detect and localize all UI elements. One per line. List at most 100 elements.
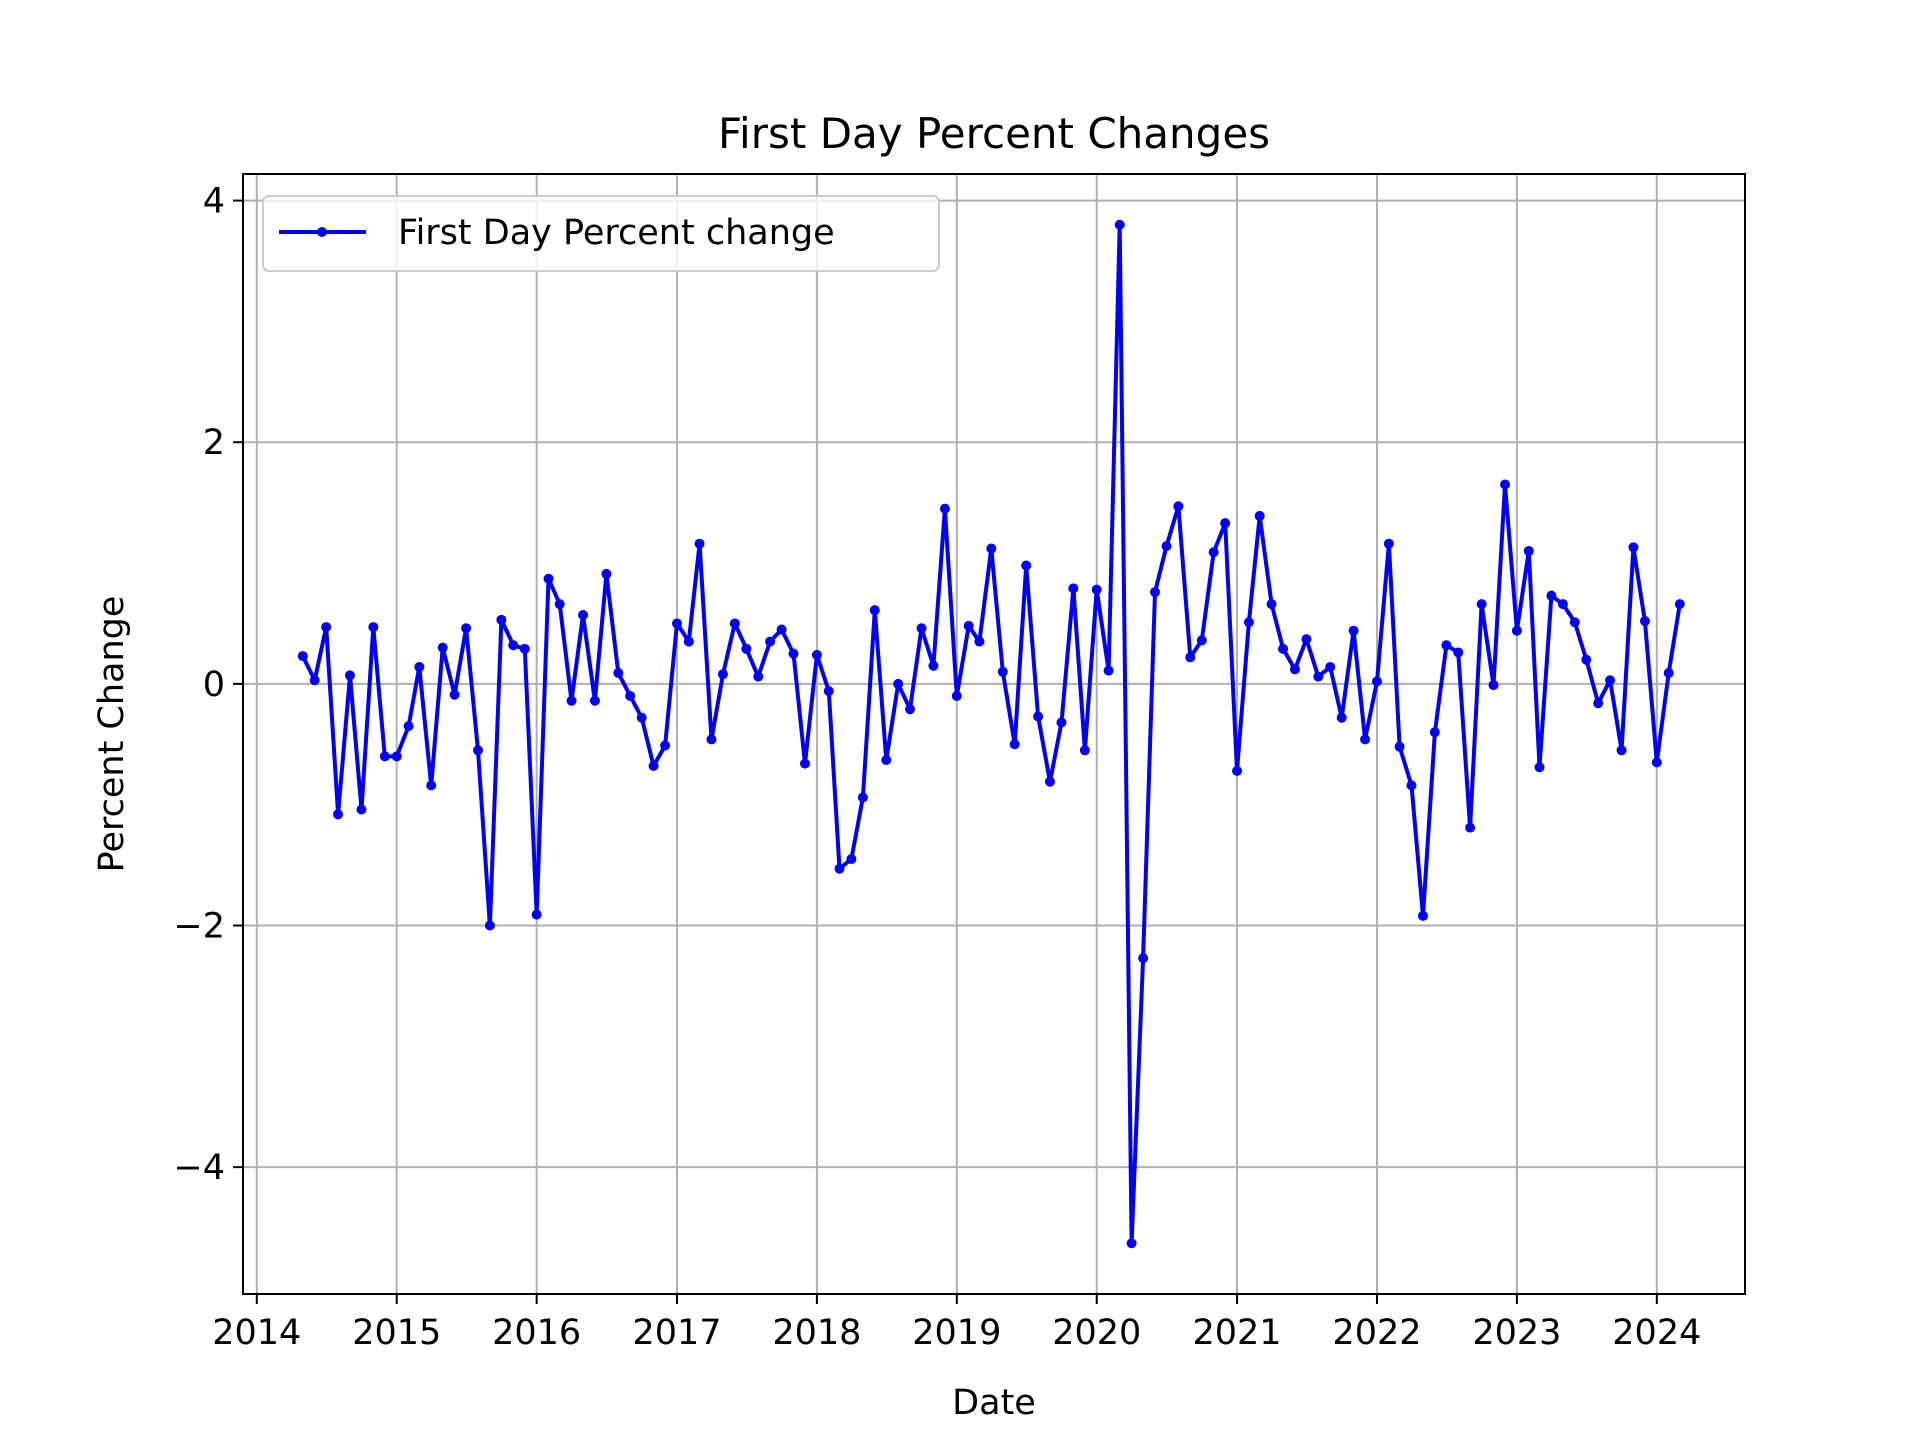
data-point bbox=[776, 624, 787, 635]
data-point bbox=[613, 667, 624, 678]
data-point bbox=[1161, 541, 1172, 552]
data-point bbox=[916, 623, 927, 634]
data-point bbox=[765, 636, 776, 647]
data-point bbox=[683, 636, 694, 647]
data-point bbox=[1278, 643, 1289, 654]
x-tick-label: 2024 bbox=[1612, 1313, 1701, 1353]
data-point bbox=[344, 670, 355, 681]
data-point bbox=[601, 568, 612, 579]
data-point bbox=[997, 666, 1008, 677]
y-tick-label: 2 bbox=[203, 423, 225, 463]
data-point bbox=[519, 643, 530, 654]
data-point bbox=[1406, 780, 1417, 791]
data-point bbox=[1325, 661, 1336, 672]
data-point bbox=[811, 649, 822, 660]
data-point bbox=[928, 660, 939, 671]
data-point bbox=[636, 712, 647, 723]
data-point bbox=[869, 605, 880, 616]
data-point bbox=[1511, 625, 1522, 636]
data-point bbox=[1639, 616, 1650, 627]
data-point bbox=[1103, 665, 1114, 676]
data-point bbox=[717, 669, 728, 680]
data-point bbox=[472, 745, 483, 756]
data-point bbox=[1500, 479, 1511, 490]
data-point bbox=[484, 920, 495, 931]
data-point bbox=[905, 704, 916, 715]
legend: First Day Percent change bbox=[262, 195, 940, 272]
data-point bbox=[1336, 712, 1347, 723]
data-point bbox=[309, 675, 320, 686]
data-point bbox=[881, 754, 892, 765]
y-tick-label: −2 bbox=[173, 906, 225, 946]
legend-entry-label: First Day Percent change bbox=[398, 213, 835, 253]
data-point bbox=[741, 643, 752, 654]
data-point bbox=[1534, 762, 1545, 773]
data-point bbox=[1605, 675, 1616, 686]
data-point bbox=[788, 648, 799, 659]
data-point bbox=[1593, 698, 1604, 709]
data-point bbox=[1266, 599, 1277, 610]
data-point bbox=[1009, 739, 1020, 750]
data-point bbox=[963, 620, 974, 631]
data-point bbox=[1301, 634, 1312, 645]
x-tick-label: 2017 bbox=[632, 1313, 721, 1353]
data-point bbox=[426, 780, 437, 791]
y-axis-label: Percent Change bbox=[92, 596, 132, 873]
data-point bbox=[1033, 711, 1044, 722]
data-point bbox=[391, 751, 402, 762]
data-point bbox=[356, 804, 367, 815]
data-point bbox=[753, 671, 764, 682]
x-tick-label: 2016 bbox=[492, 1313, 581, 1353]
series-layer bbox=[297, 219, 1685, 1249]
data-point bbox=[1114, 219, 1125, 230]
data-point bbox=[857, 792, 868, 803]
data-point bbox=[1429, 727, 1440, 738]
x-tick-label: 2021 bbox=[1193, 1313, 1282, 1353]
data-point bbox=[1021, 560, 1032, 571]
data-point bbox=[823, 686, 834, 697]
data-point bbox=[449, 689, 460, 700]
data-point bbox=[1068, 583, 1079, 594]
x-tick-label: 2014 bbox=[212, 1313, 301, 1353]
data-point bbox=[1173, 501, 1184, 512]
data-point bbox=[578, 609, 589, 620]
data-point bbox=[1546, 590, 1557, 601]
x-tick-label: 2023 bbox=[1472, 1313, 1561, 1353]
data-point bbox=[939, 503, 950, 514]
data-point bbox=[1628, 542, 1639, 553]
chart-title: First Day Percent Changes bbox=[718, 109, 1270, 158]
plot-frame bbox=[242, 173, 1746, 1295]
data-point bbox=[1079, 745, 1090, 756]
data-point bbox=[1091, 584, 1102, 595]
data-point bbox=[1394, 741, 1405, 752]
data-point bbox=[1569, 617, 1580, 628]
data-point bbox=[368, 622, 379, 633]
grid-lines bbox=[243, 174, 1745, 1294]
y-axis-ticks: −4 −2 0 2 4 bbox=[173, 182, 243, 1188]
data-point bbox=[554, 599, 565, 610]
data-point bbox=[986, 543, 997, 554]
data-point bbox=[706, 734, 717, 745]
data-point bbox=[403, 721, 414, 732]
data-point bbox=[625, 690, 636, 701]
y-tick-label: 0 bbox=[203, 665, 225, 705]
x-axis-ticks: 2014 2015 2016 2017 2018 2019 2020 2021 2022 2023… bbox=[212, 1294, 1701, 1353]
data-point bbox=[1232, 765, 1243, 776]
data-point bbox=[566, 695, 577, 706]
data-point bbox=[1663, 667, 1674, 678]
data-point bbox=[297, 651, 308, 662]
data-point bbox=[1674, 599, 1685, 610]
data-point bbox=[1289, 664, 1300, 675]
data-point bbox=[1523, 545, 1534, 556]
data-point bbox=[321, 622, 332, 633]
data-point bbox=[1220, 518, 1231, 529]
data-point bbox=[1557, 599, 1568, 610]
data-point bbox=[1196, 635, 1207, 646]
data-point bbox=[1616, 745, 1627, 756]
data-point bbox=[531, 909, 542, 920]
legend-marker-swatch bbox=[317, 227, 327, 237]
data-point bbox=[333, 809, 344, 820]
data-point bbox=[671, 618, 682, 629]
data-point bbox=[379, 751, 390, 762]
